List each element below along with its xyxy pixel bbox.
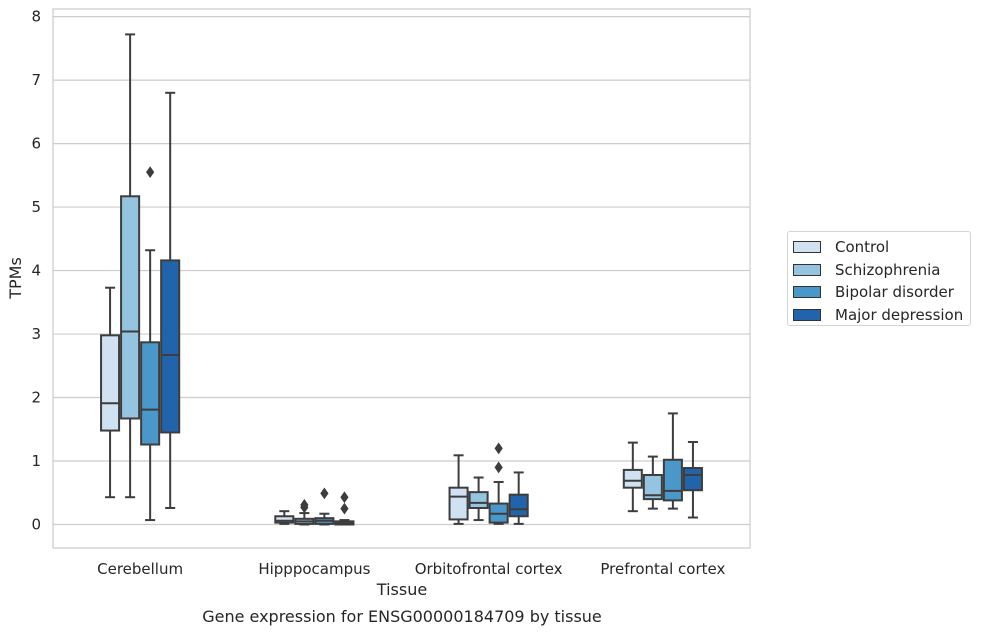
outlier-point xyxy=(146,166,155,179)
box-bipolar-disorder xyxy=(662,412,683,510)
legend-swatch-schizophrenia xyxy=(793,263,821,276)
legend-label: Schizophrenia xyxy=(835,260,941,279)
legend-item-schizophrenia: Schizophrenia xyxy=(793,259,970,282)
legend-swatch-major-depression xyxy=(793,308,821,321)
box-schizophrenia xyxy=(120,33,141,499)
box-control xyxy=(448,454,469,525)
legend-item-control: Control xyxy=(793,236,970,259)
box-schizophrenia xyxy=(294,498,315,526)
y-tick-label: 8 xyxy=(31,8,41,26)
box-schizophrenia xyxy=(468,476,489,522)
y-tick-label: 2 xyxy=(31,389,41,407)
x-tick-label: Hipppocampus xyxy=(258,560,370,578)
legend-item-bipolar-disorder: Bipolar disorder xyxy=(793,281,970,304)
box-bipolar-disorder xyxy=(140,166,161,522)
box-iqr xyxy=(448,486,469,521)
y-tick-label: 1 xyxy=(31,452,41,470)
legend: Control Schizophrenia Bipolar disorder M… xyxy=(787,231,971,326)
legend-label: Control xyxy=(835,238,890,257)
box-iqr xyxy=(468,491,489,510)
x-tick-label: Prefrontal cortex xyxy=(600,560,725,578)
box-iqr xyxy=(100,334,121,432)
x-tick-labels: Cerebellum Hipppocampus Orbitofrontal cort… xyxy=(97,560,725,578)
box-control xyxy=(622,441,643,513)
outlier-point xyxy=(340,502,349,515)
box-bipolar-disorder xyxy=(488,442,509,525)
x-axis-label: Tissue xyxy=(376,580,427,599)
box-control xyxy=(100,286,121,499)
box-iqr xyxy=(642,473,663,501)
outlier-point xyxy=(340,491,349,504)
box-groups xyxy=(100,33,703,526)
y-tick-label: 7 xyxy=(31,71,41,89)
outlier-point xyxy=(494,442,503,455)
box-iqr xyxy=(682,467,703,492)
box-bipolar-disorder xyxy=(314,487,335,526)
y-tick-label: 0 xyxy=(31,516,41,534)
y-tick-label: 4 xyxy=(31,262,41,280)
y-tick-label: 6 xyxy=(31,135,41,153)
box-major-depression xyxy=(334,491,355,526)
box-control xyxy=(274,510,295,525)
box-iqr xyxy=(274,515,295,524)
box-schizophrenia xyxy=(642,455,663,510)
outlier-point xyxy=(320,487,329,500)
plot-area xyxy=(52,8,751,549)
box-iqr xyxy=(622,468,643,489)
box-major-depression xyxy=(160,91,181,510)
legend-label: Major depression xyxy=(835,305,964,324)
outlier-point xyxy=(300,498,309,511)
box-iqr xyxy=(662,458,683,502)
box-iqr xyxy=(120,195,141,420)
legend-label: Bipolar disorder xyxy=(835,283,954,302)
chart-title: Gene expression for ENSG00000184709 by t… xyxy=(202,607,602,626)
y-tick-labels: 0 1 2 3 4 5 6 7 8 xyxy=(31,8,41,534)
y-tick-label: 3 xyxy=(31,325,41,343)
gridlines xyxy=(53,16,750,526)
x-tick-label: Cerebellum xyxy=(97,560,183,578)
box-major-depression xyxy=(508,471,529,525)
box-major-depression xyxy=(682,440,703,519)
x-tick-label: Orbitofrontal cortex xyxy=(415,560,563,578)
box-iqr xyxy=(160,259,181,434)
legend-item-major-depression: Major depression xyxy=(793,304,970,327)
legend-swatch-bipolar-disorder xyxy=(793,286,821,299)
box-iqr xyxy=(508,493,529,518)
outlier-point xyxy=(494,461,503,474)
legend-swatch-control xyxy=(793,241,821,254)
y-tick-label: 5 xyxy=(31,198,41,216)
y-axis-label: TPMs xyxy=(6,257,25,300)
box-iqr xyxy=(140,341,161,446)
